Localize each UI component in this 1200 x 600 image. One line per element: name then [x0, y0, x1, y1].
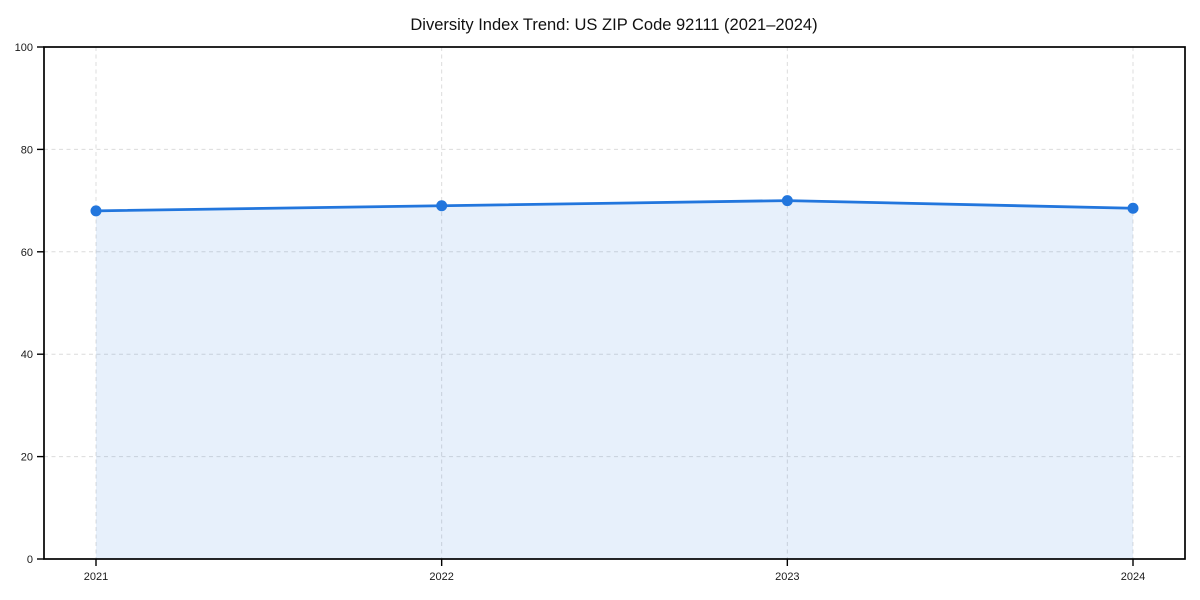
data-points: [90, 195, 1139, 217]
chart-title: Diversity Index Trend: US ZIP Code 92111…: [410, 16, 817, 34]
trend-line: [94, 199, 1135, 213]
plot-border: [43, 46, 1186, 560]
x-tick-label-2021: 2021: [84, 571, 108, 583]
trend-line-layer: [94, 199, 1135, 213]
y-tick-label: 80: [21, 144, 33, 156]
area-fill: [96, 200, 1133, 559]
data-point-2022: [436, 200, 448, 212]
data-point-2021: [90, 205, 102, 217]
data-point-2023: [781, 195, 793, 207]
y-tick-label: 0: [27, 554, 33, 566]
y-tick-label: 60: [21, 247, 33, 259]
gridlines: [44, 47, 1185, 559]
data-point-2024: [1127, 202, 1139, 214]
y-tick-label: 100: [15, 42, 33, 54]
x-tick-label-2022: 2022: [429, 571, 453, 583]
y-tick-label: 40: [21, 349, 33, 361]
axes: 0 20 40 60 80 100 2021 2022 2023 2024: [15, 42, 1186, 583]
area-fill-path: [96, 200, 1133, 559]
y-tick-label: 20: [21, 452, 33, 464]
x-tick-label-2024: 2024: [1121, 571, 1145, 583]
x-tick-label-2023: 2023: [775, 571, 799, 583]
